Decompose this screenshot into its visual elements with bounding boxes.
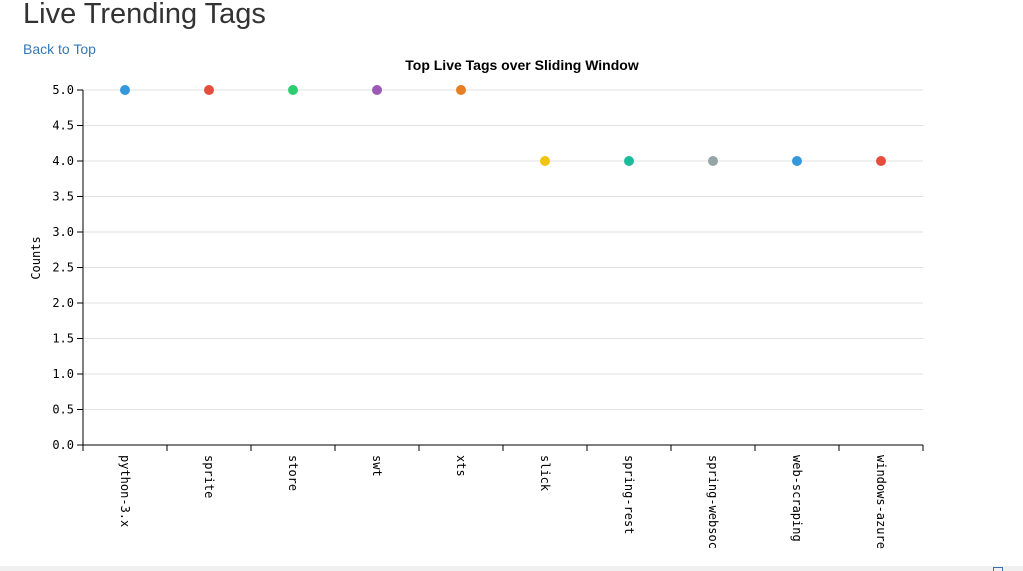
y-tick-label: 0.5: [52, 403, 74, 417]
y-tick-label: 0.0: [52, 438, 74, 452]
x-tick-label: spring-websoc: [706, 455, 720, 549]
y-tick-label: 3.0: [52, 225, 74, 239]
x-tick-label: store: [286, 455, 300, 491]
y-tick-label: 4.5: [52, 119, 74, 133]
window-corner-icon: [993, 567, 1003, 571]
back-to-top-link[interactable]: Back to Top: [23, 41, 96, 57]
data-point: [540, 156, 550, 166]
x-tick-label: spring-rest: [622, 455, 636, 534]
grid-lines: [83, 89, 923, 446]
y-tick-label: 1.0: [52, 367, 74, 381]
data-points: [120, 85, 886, 166]
x-tick-label: sprite: [202, 455, 216, 498]
page-title: Live Trending Tags: [23, 0, 266, 30]
y-tick-label: 5.0: [52, 83, 74, 97]
y-axis-label: Counts: [29, 236, 43, 279]
data-point: [876, 156, 886, 166]
data-point: [288, 85, 298, 95]
x-tick-label: web-scraping: [790, 455, 804, 542]
x-tick-label: swt: [370, 455, 384, 477]
y-tick-label: 2.0: [52, 296, 74, 310]
y-tick-label: 2.5: [52, 261, 74, 275]
data-point: [372, 85, 382, 95]
x-tick-label: windows-azure: [874, 455, 888, 549]
data-point: [708, 156, 718, 166]
data-point: [120, 85, 130, 95]
chart-title: Top Live Tags over Sliding Window: [405, 57, 639, 73]
x-tick-label: slick: [538, 455, 552, 492]
x-tick-label: xts: [454, 455, 468, 477]
data-point: [204, 85, 214, 95]
y-tick-label: 3.5: [52, 190, 74, 204]
data-point: [792, 156, 802, 166]
data-point: [456, 85, 466, 95]
y-tick-label: 4.0: [52, 154, 74, 168]
horizontal-scrollbar[interactable]: [0, 566, 1023, 571]
y-tick-label: 1.5: [52, 332, 74, 346]
data-point: [624, 156, 634, 166]
y-axis: 0.0 0.5 1.0 1.5 2.0 2.5 3.0 3.5 4.0 4.5 5.0: [52, 83, 84, 452]
x-axis: python-3.x sprite store swt xts slick spring-r…: [82, 444, 924, 549]
x-tick-label: python-3.x: [118, 455, 132, 527]
